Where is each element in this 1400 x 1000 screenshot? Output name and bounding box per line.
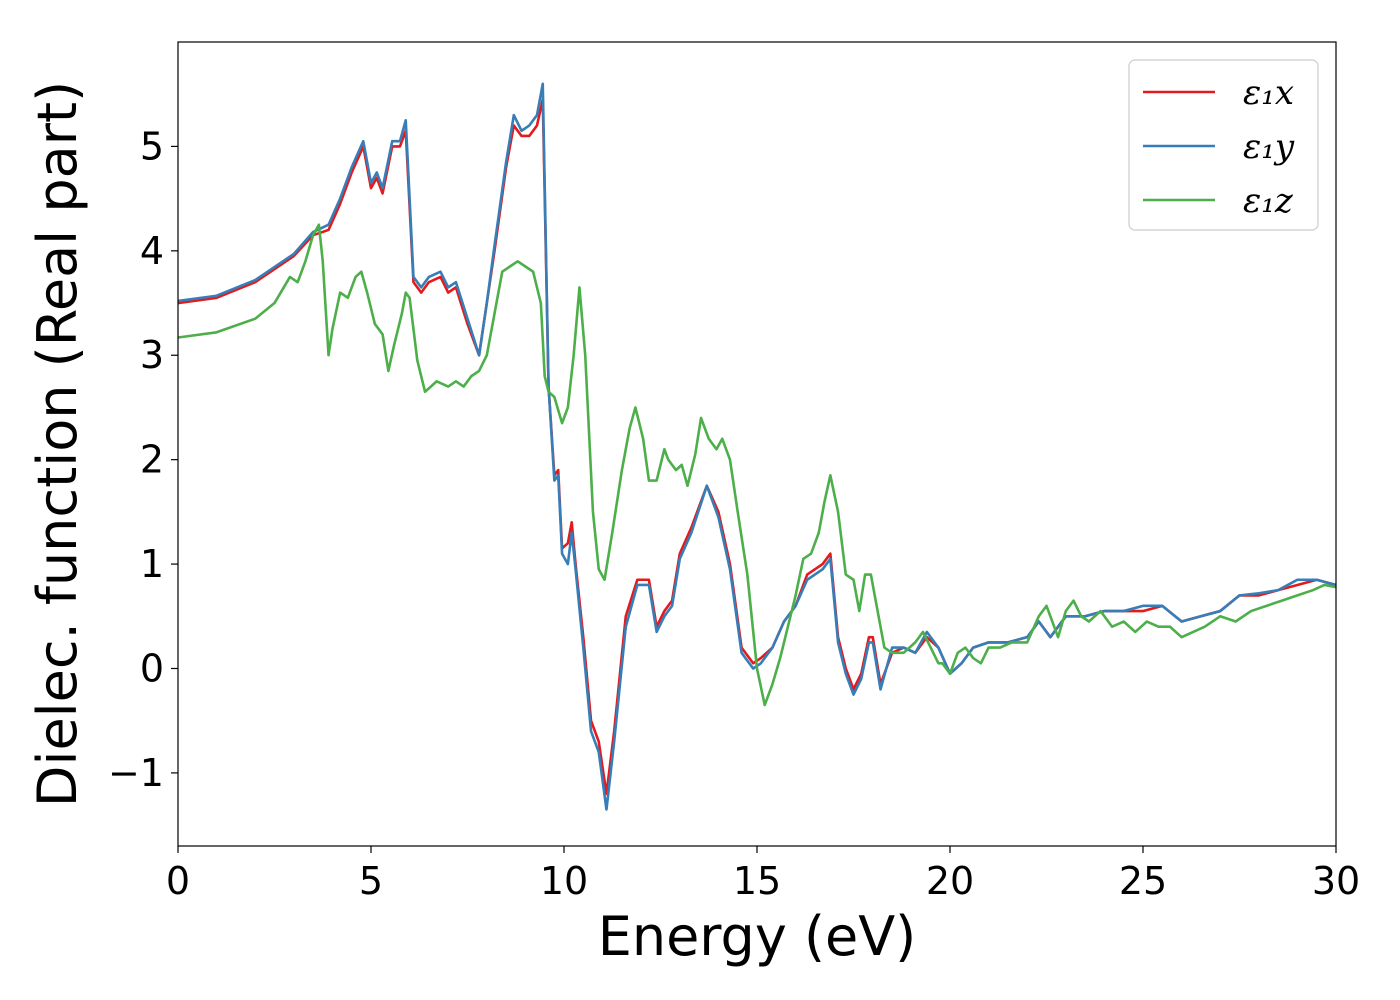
- x-tick-label: 0: [166, 859, 190, 903]
- legend-label-1: ε₁x: [1243, 73, 1294, 113]
- legend-label-2: ε₁y: [1243, 127, 1295, 167]
- series-layer: [178, 82, 1336, 811]
- y-tick-label: 4: [140, 229, 164, 273]
- legend-label-3: ε₁z: [1243, 181, 1294, 221]
- x-axis-label: Energy (eV): [598, 905, 917, 968]
- series-line-2: [178, 82, 1336, 811]
- x-tick-label: 10: [540, 859, 588, 903]
- series-line-3: [178, 223, 1336, 707]
- legend-box: [1128, 59, 1319, 231]
- x-tick-label: 20: [926, 859, 974, 903]
- y-tick-label: 1: [140, 542, 164, 586]
- x-tick-label: 25: [1119, 859, 1167, 903]
- x-tick-label: 30: [1312, 859, 1360, 903]
- y-tick-label: 3: [140, 333, 164, 377]
- y-tick-label: 5: [140, 124, 164, 168]
- x-tick-label: 15: [733, 859, 781, 903]
- y-axis-label: Dielec. function (Real part): [26, 81, 89, 807]
- y-tick-label: 2: [140, 438, 164, 482]
- y-tick-label: −1: [108, 751, 164, 795]
- legend: ε₁x ε₁y ε₁z: [1128, 59, 1319, 231]
- y-tick-label: 0: [140, 646, 164, 690]
- x-tick-label: 5: [359, 859, 383, 903]
- ticks-layer: 0 5 10 15 20 25 30 −1 0 1 2 3 4 5: [108, 124, 1360, 903]
